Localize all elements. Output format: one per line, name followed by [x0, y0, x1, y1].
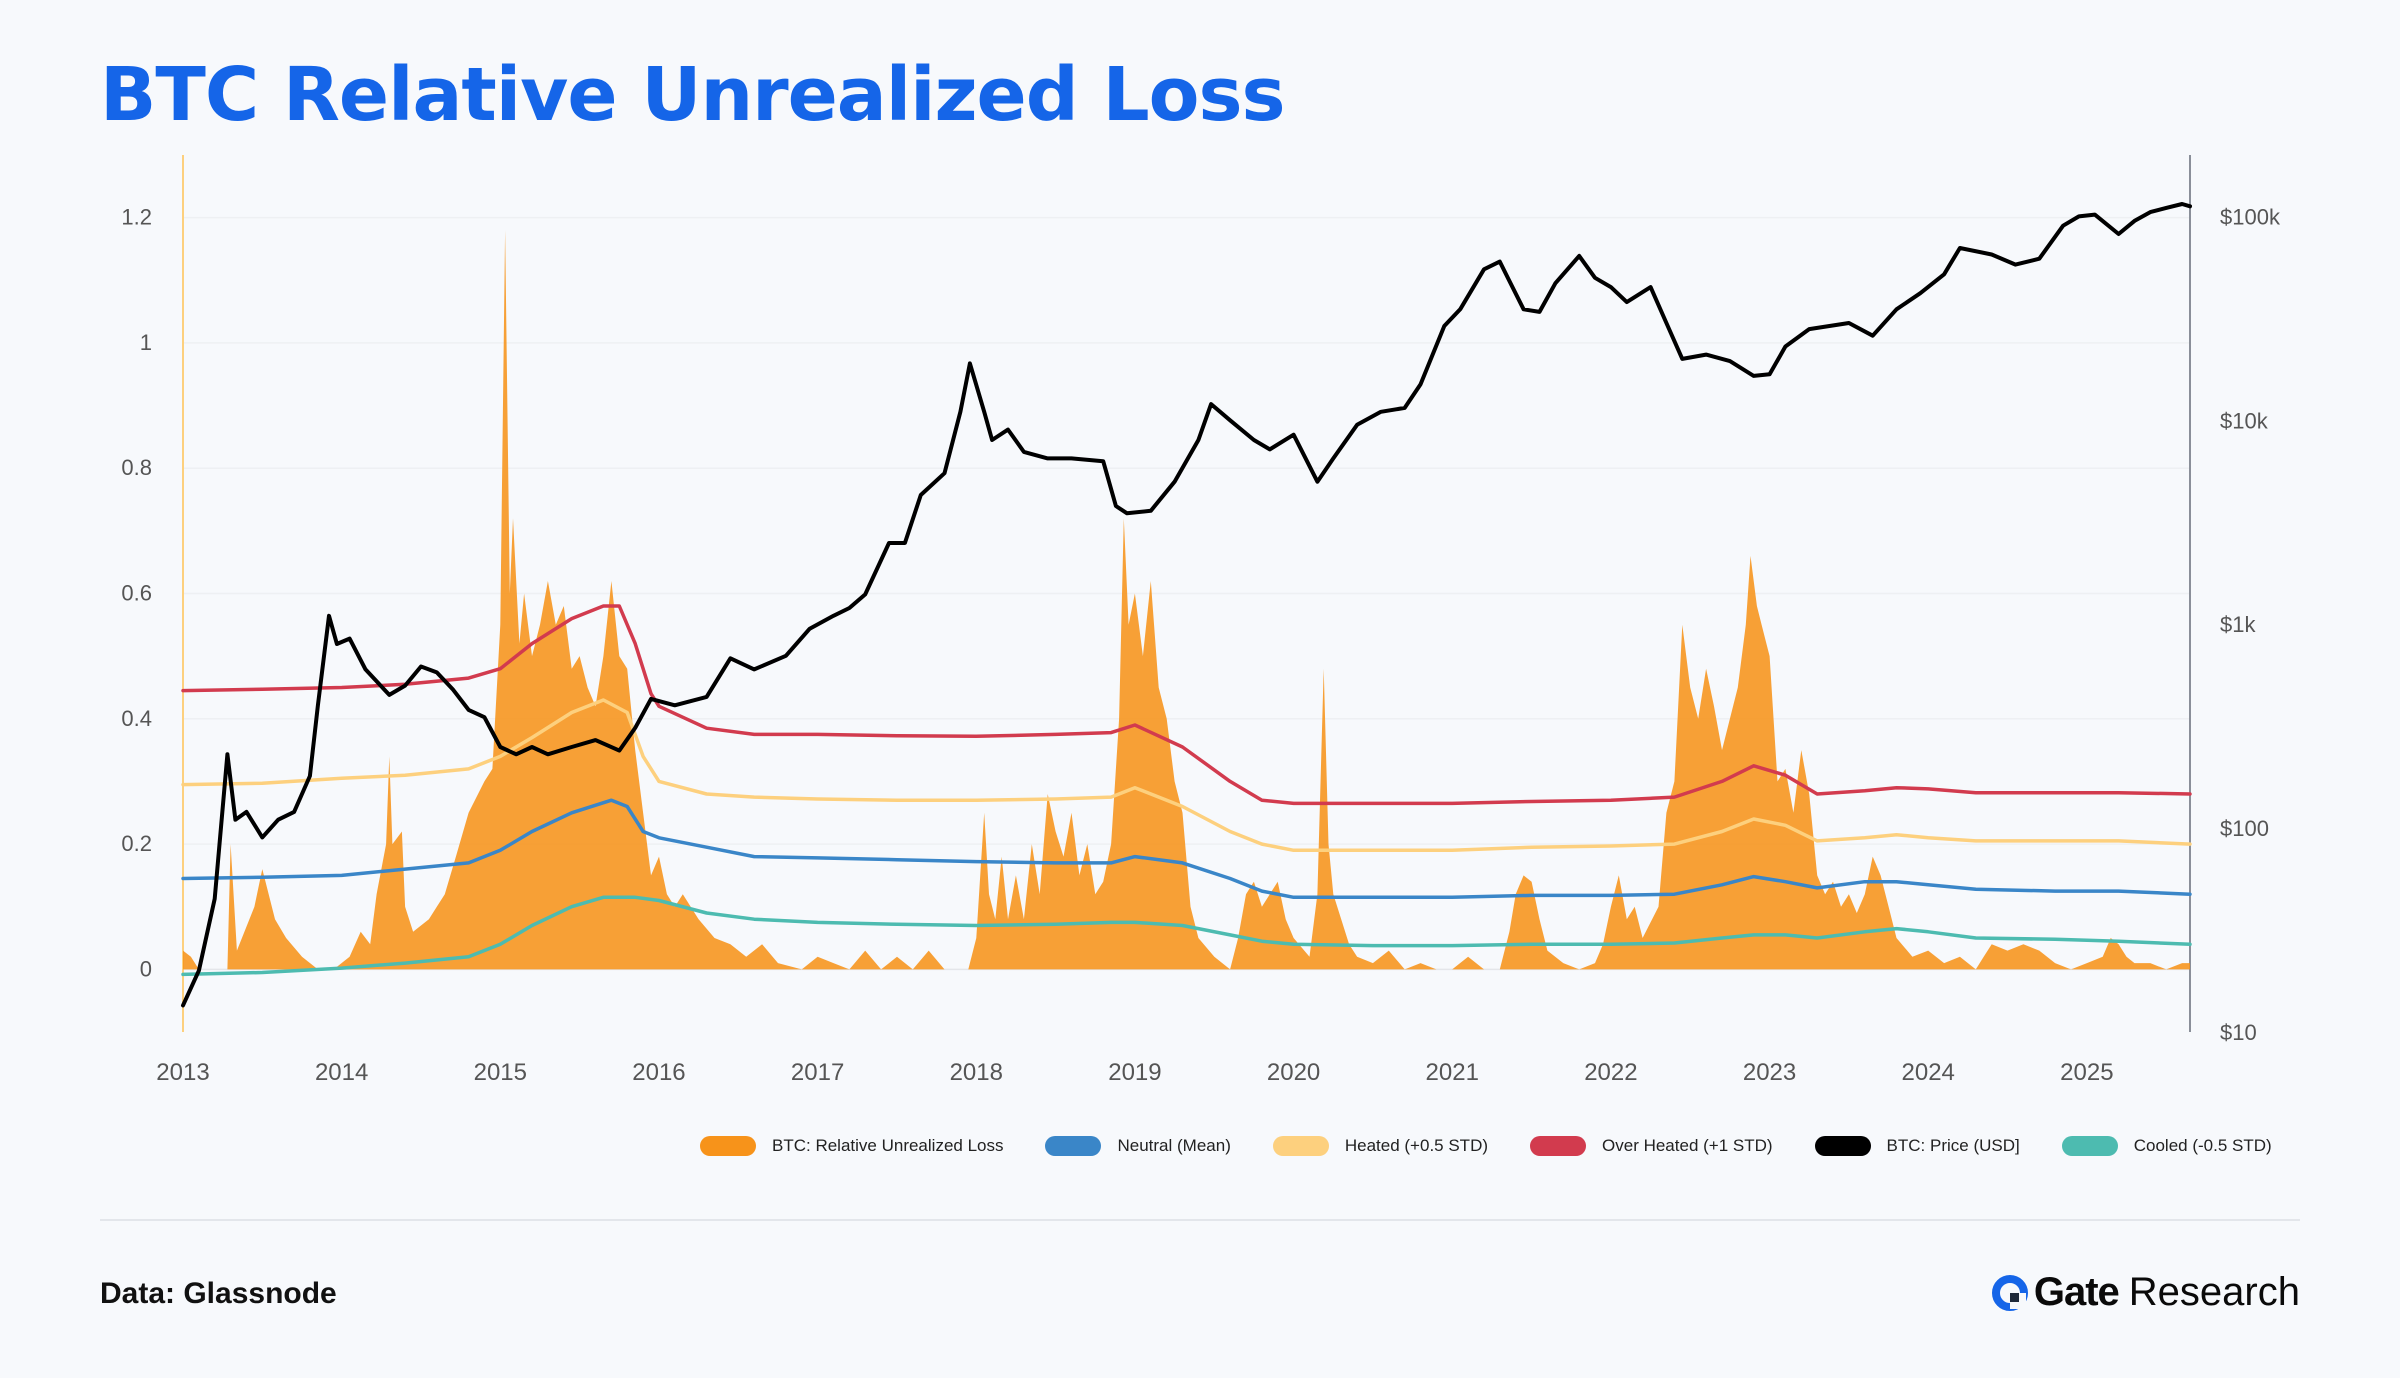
- x-tick-label: 2016: [632, 1059, 685, 1086]
- brand-logo: Gate Research: [1990, 1270, 2300, 1315]
- y-tick-label: 1.2: [121, 205, 152, 230]
- legend-label: Over Heated (+1 STD): [1602, 1136, 1773, 1155]
- legend-item[interactable]: Neutral (Mean): [1045, 1136, 1231, 1156]
- series-neutral-line: [181, 798, 2192, 900]
- x-tick-label: 2019: [1108, 1059, 1161, 1086]
- y2-tick-label: $100k: [2220, 204, 2281, 229]
- y-tick-label: 1: [140, 330, 152, 355]
- y-tick-label: 0.4: [121, 706, 152, 731]
- y-tick-label: 0: [140, 956, 152, 981]
- x-tick-label: 2020: [1267, 1059, 1320, 1086]
- x-tick-label: 2024: [1902, 1059, 1955, 1086]
- x-tick-label: 2013: [156, 1059, 209, 1086]
- chart-legend: BTC: Relative Unrealized Loss Neutral (Me…: [700, 1136, 2272, 1156]
- x-tick-label: 2023: [1743, 1059, 1796, 1086]
- legend-swatch: [1814, 1136, 1871, 1156]
- y-tick-label: 0.2: [121, 831, 152, 856]
- axis-labels: 0 0.2 0.4 0.6 0.8 1 1.2 $10 $100 $1k $10k $100k 2013…: [121, 204, 2281, 1086]
- brand-name: Gate: [2033, 1270, 2120, 1314]
- legend-label: Neutral (Mean): [1117, 1136, 1231, 1155]
- legend-swatch: [1045, 1136, 1102, 1156]
- series-heated-line: [181, 698, 2192, 853]
- legend-label: Heated (+0.5 STD): [1344, 1136, 1489, 1155]
- y2-tick-label: $1k: [2220, 612, 2256, 637]
- y2-tick-label: $10: [2220, 1020, 2257, 1045]
- x-tick-label: 2014: [315, 1059, 368, 1086]
- legend-item[interactable]: BTC: Relative Unrealized Loss: [700, 1136, 1003, 1156]
- series-cooled-line: [181, 895, 2192, 977]
- legend-swatch: [700, 1136, 756, 1156]
- x-tick-label: 2015: [474, 1059, 527, 1086]
- legend-swatch: [1530, 1136, 1587, 1156]
- legend-item[interactable]: Over Heated (+1 STD): [1530, 1136, 1773, 1156]
- y-tick-label: 0.8: [121, 455, 152, 480]
- legend-swatch: [1272, 1136, 1329, 1156]
- chart-title: BTC Relative Unrealized Loss: [100, 52, 1286, 138]
- y2-tick-label: $100: [2220, 816, 2269, 841]
- x-tick-label: 2025: [2060, 1059, 2113, 1086]
- legend-label: Cooled (-0.5 STD): [2133, 1136, 2272, 1155]
- x-tick-label: 2017: [791, 1059, 844, 1086]
- legend-item[interactable]: Cooled (-0.5 STD): [2061, 1136, 2272, 1156]
- footer-divider: [100, 1219, 2300, 1221]
- legend-label: BTC: Price (USD]: [1886, 1136, 2020, 1155]
- brand-subtitle: Research: [2128, 1270, 2300, 1314]
- x-tick-label: 2022: [1584, 1059, 1637, 1086]
- series-over_heated-line: [181, 604, 2192, 806]
- x-tick-label: 2021: [1426, 1059, 1479, 1086]
- x-tick-label: 2018: [950, 1059, 1003, 1086]
- y-tick-label: 0.6: [121, 581, 152, 606]
- data-source: Data: Glassnode: [100, 1277, 337, 1310]
- legend-item[interactable]: Heated (+0.5 STD): [1272, 1136, 1489, 1156]
- legend-swatch: [2061, 1136, 2118, 1156]
- legend-label: BTC: Relative Unrealized Loss: [772, 1136, 1004, 1155]
- series-price-line: [181, 202, 2192, 1008]
- legend-item[interactable]: BTC: Price (USD]: [1814, 1136, 2020, 1156]
- y2-tick-label: $10k: [2220, 408, 2269, 433]
- series-group: [181, 202, 2192, 1008]
- series-loss-area: [183, 230, 2190, 970]
- gate-logo-icon: [1991, 1274, 2028, 1311]
